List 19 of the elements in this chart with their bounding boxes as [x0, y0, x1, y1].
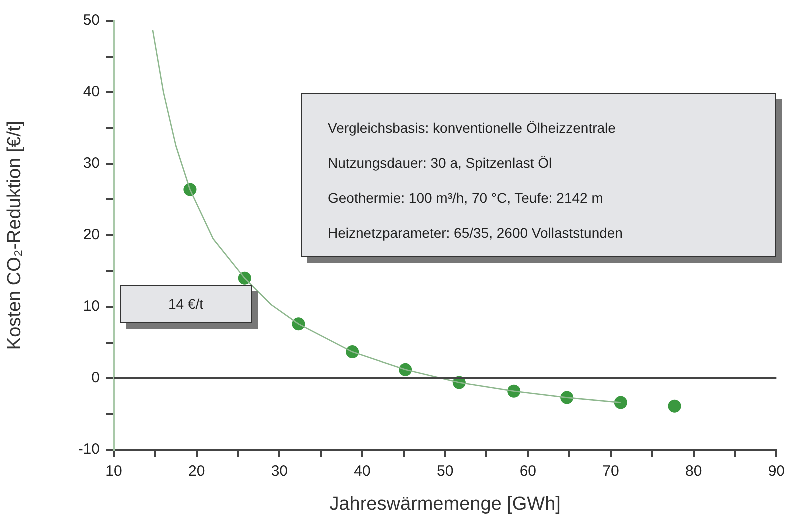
x-tick-label: 80 — [685, 463, 702, 480]
x-tick-label: 50 — [436, 463, 454, 480]
x-tick-label: 60 — [520, 463, 537, 480]
annotation: 14 €/t — [168, 296, 204, 312]
x-tick-label: 30 — [271, 463, 288, 480]
y-axis-title: Kosten CO₂-Reduktion [€/t] — [4, 120, 26, 350]
y-tick-label: 40 — [83, 84, 100, 101]
y-tick-label: 20 — [83, 226, 100, 244]
x-tick-label: 20 — [188, 463, 206, 480]
x-tick-label: 90 — [768, 463, 785, 480]
x-tick-label: 10 — [106, 463, 122, 480]
x-axis-title: Jahreswärmemenge [GWh] — [330, 494, 561, 515]
x-tick-label: 40 — [354, 463, 371, 480]
x-tick-label: 70 — [602, 463, 620, 480]
y-tick-label: 50 — [83, 12, 100, 30]
y-tick-label: 10 — [83, 298, 100, 316]
y-tick-label: 0 — [92, 370, 100, 387]
y-tick-label: 30 — [83, 155, 100, 172]
y-tick-label: -10 — [78, 441, 100, 458]
